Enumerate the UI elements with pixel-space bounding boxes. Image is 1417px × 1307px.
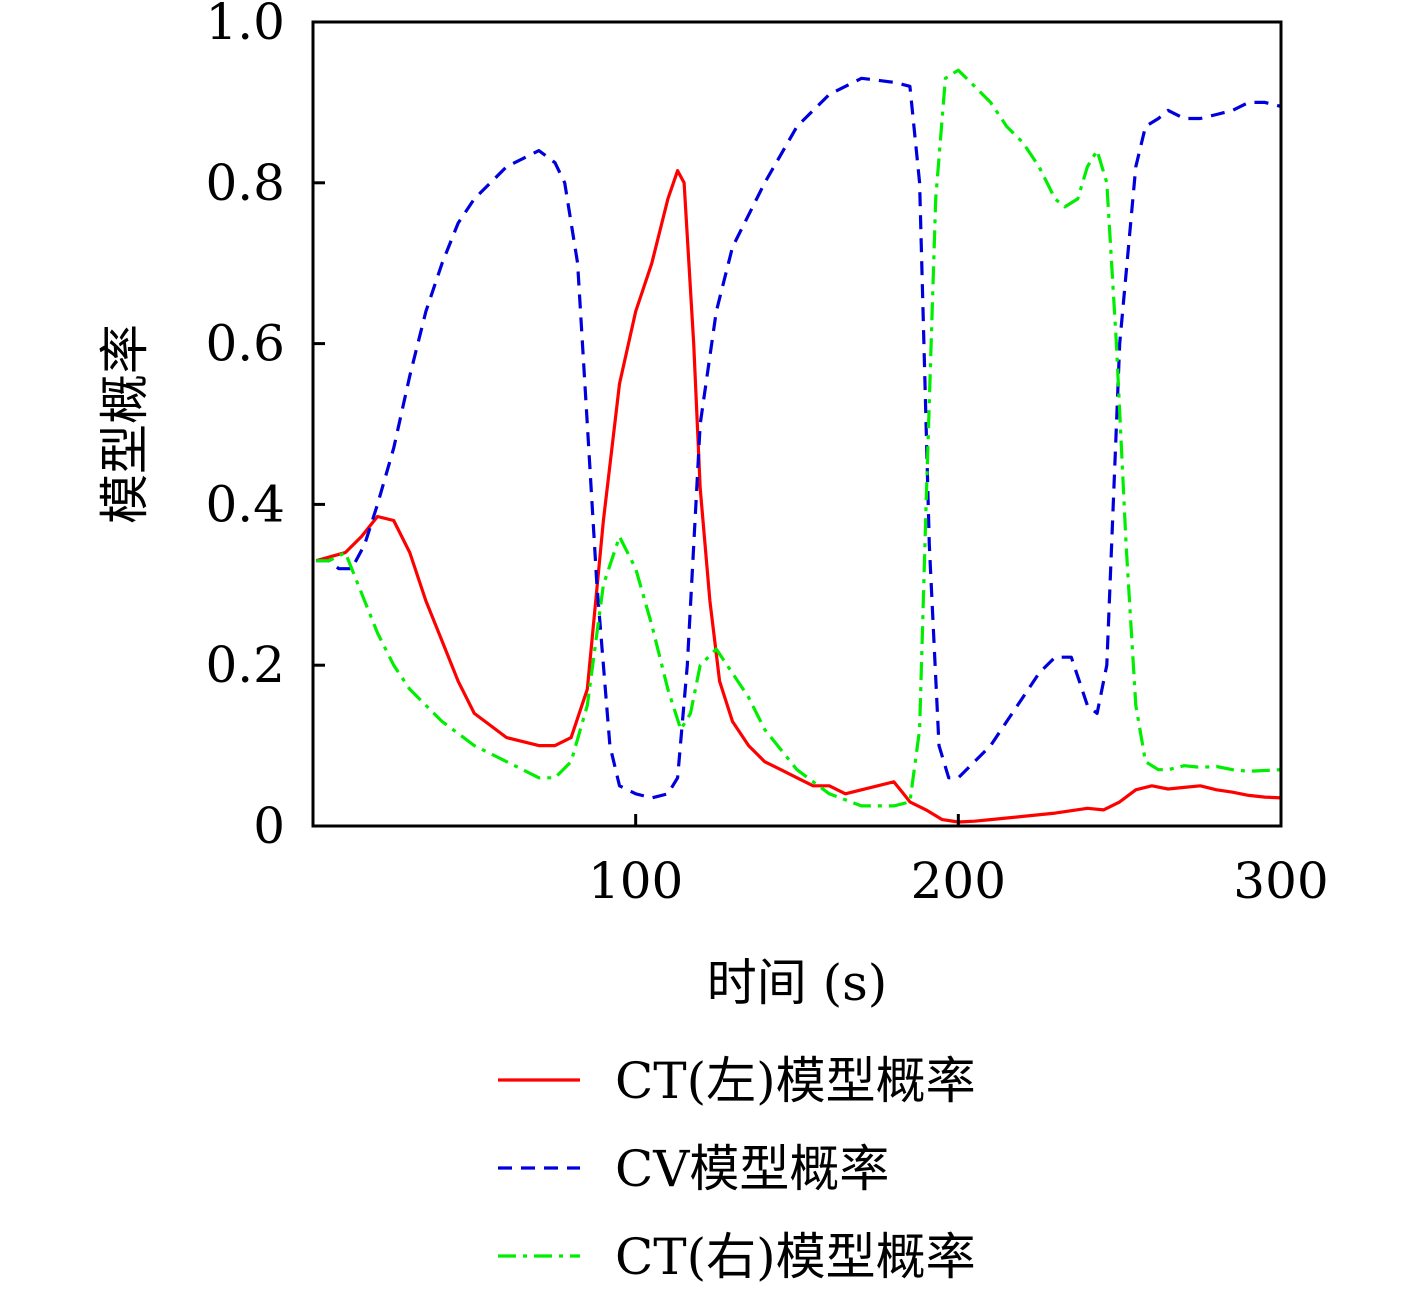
series-line-3: [316, 68, 1282, 808]
series-line-2: [316, 76, 1282, 800]
x-tick-label: 200: [911, 852, 1006, 910]
legend-label-2: CV模型概率: [615, 1140, 889, 1198]
series-layer: [315, 68, 1282, 824]
legend-label-3: CT(右)模型概率: [615, 1228, 976, 1286]
x-tick-label: 100: [588, 852, 683, 910]
legend: CT(左)模型概率 CV模型概率 CT(右)模型概率: [498, 1052, 976, 1286]
plot-frame: [311, 20, 1283, 828]
y-tick-label: 0.4: [205, 475, 285, 533]
y-axis-label: 模型概率: [96, 324, 154, 524]
x-tick-label: 300: [1233, 852, 1328, 910]
legend-label-1: CT(左)模型概率: [615, 1052, 976, 1110]
y-tick-label: 0.2: [205, 636, 285, 694]
y-tick-label: 0.6: [205, 315, 285, 373]
x-axis-label: 时间 (s): [707, 954, 888, 1012]
series-line-1: [315, 169, 1282, 824]
y-tick-label: 1.0: [205, 0, 285, 51]
y-tick-label: 0.8: [205, 154, 285, 212]
ticks-layer: 0 0.2 0.4 0.6 0.8 1.0 100 200 300: [205, 0, 1328, 910]
y-tick-label: 0: [253, 797, 285, 855]
